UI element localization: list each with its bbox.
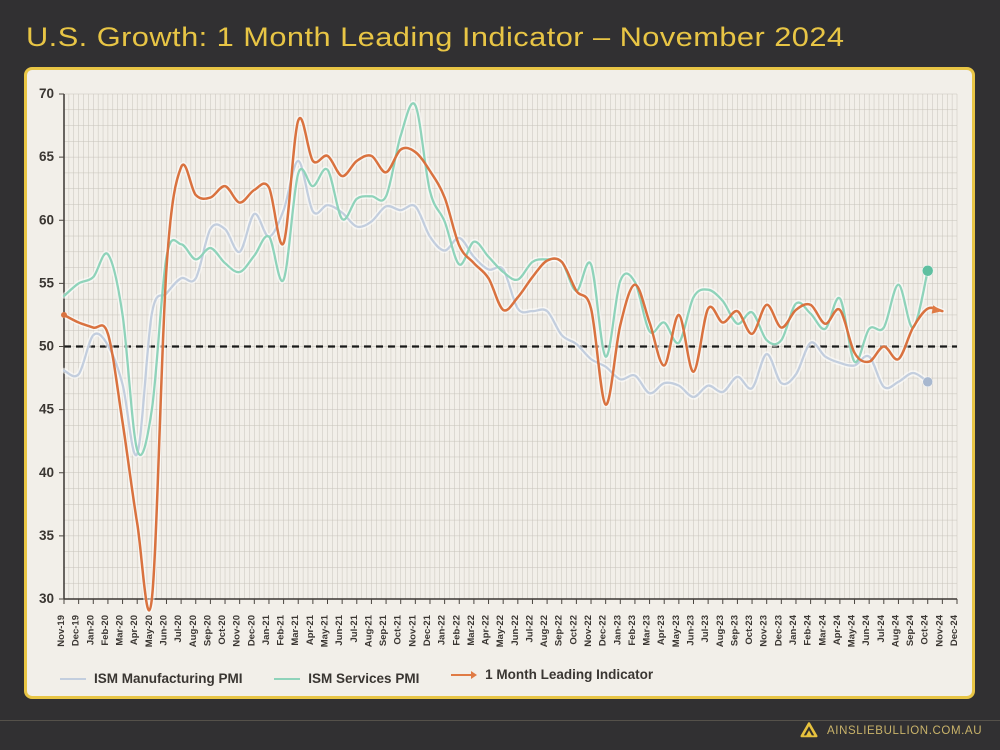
svg-text:Aug-22: Aug-22 (539, 615, 550, 647)
svg-text:Apr-21: Apr-21 (305, 614, 316, 645)
svg-text:Dec-22: Dec-22 (598, 615, 609, 646)
svg-text:Feb-24: Feb-24 (803, 614, 814, 645)
svg-text:Jun-20: Jun-20 (158, 615, 169, 646)
svg-text:40: 40 (39, 465, 54, 480)
svg-text:Jan-20: Jan-20 (85, 615, 96, 645)
svg-text:Mar-20: Mar-20 (115, 615, 126, 646)
svg-text:Oct-22: Oct-22 (568, 615, 579, 645)
svg-text:Mar-21: Mar-21 (290, 614, 301, 645)
svg-text:50: 50 (39, 339, 54, 354)
svg-text:Jun-24: Jun-24 (861, 614, 872, 645)
svg-text:Feb-21: Feb-21 (276, 614, 287, 645)
svg-text:Oct-20: Oct-20 (217, 615, 228, 645)
svg-text:Dec-24: Dec-24 (949, 614, 960, 646)
svg-text:Aug-20: Aug-20 (188, 615, 199, 647)
svg-text:Nov-21: Nov-21 (407, 614, 418, 646)
svg-text:70: 70 (39, 86, 54, 101)
svg-text:45: 45 (39, 402, 55, 417)
svg-text:Oct-23: Oct-23 (744, 615, 755, 645)
svg-text:Jan-24: Jan-24 (788, 614, 799, 645)
svg-text:May-24: May-24 (847, 614, 858, 647)
svg-text:Jul-22: Jul-22 (524, 615, 535, 642)
svg-text:Apr-24: Apr-24 (832, 614, 843, 645)
svg-text:Dec-21: Dec-21 (422, 614, 433, 646)
svg-text:Dec-23: Dec-23 (773, 615, 784, 646)
svg-text:Nov-19: Nov-19 (56, 615, 67, 647)
svg-text:Nov-23: Nov-23 (759, 615, 770, 647)
svg-text:Oct-24: Oct-24 (920, 614, 931, 644)
svg-text:Apr-20: Apr-20 (129, 615, 140, 645)
svg-text:Aug-23: Aug-23 (715, 615, 726, 647)
svg-text:Feb-20: Feb-20 (100, 615, 111, 646)
svg-text:Jan-23: Jan-23 (612, 615, 623, 645)
svg-text:Feb-22: Feb-22 (451, 615, 462, 646)
svg-text:Sep-20: Sep-20 (202, 615, 213, 646)
svg-text:Oct-21: Oct-21 (393, 614, 404, 644)
svg-text:Jul-24: Jul-24 (876, 614, 887, 642)
svg-text:Sep-21: Sep-21 (378, 614, 389, 646)
svg-text:Apr-23: Apr-23 (656, 615, 667, 645)
svg-text:Aug-21: Aug-21 (363, 614, 374, 647)
svg-text:May-20: May-20 (144, 615, 155, 647)
svg-text:30: 30 (39, 591, 54, 606)
svg-text:Nov-22: Nov-22 (583, 615, 594, 647)
svg-text:Mar-23: Mar-23 (642, 615, 653, 646)
svg-text:60: 60 (39, 212, 54, 227)
svg-text:May-22: May-22 (495, 615, 506, 647)
svg-text:Jan-22: Jan-22 (437, 615, 448, 645)
svg-text:Dec-19: Dec-19 (71, 615, 82, 646)
svg-text:Aug-24: Aug-24 (890, 614, 901, 647)
svg-text:Sep-23: Sep-23 (729, 615, 740, 646)
svg-text:Mar-24: Mar-24 (817, 614, 828, 645)
svg-text:Jun-22: Jun-22 (510, 615, 521, 646)
svg-text:Jun-21: Jun-21 (334, 614, 345, 645)
svg-text:May-21: May-21 (320, 614, 331, 647)
svg-text:Jul-20: Jul-20 (173, 615, 184, 642)
svg-text:55: 55 (39, 275, 55, 290)
svg-text:Nov-24: Nov-24 (934, 614, 945, 646)
svg-text:Nov-20: Nov-20 (232, 615, 243, 647)
svg-text:Feb-23: Feb-23 (627, 615, 638, 646)
svg-text:Jul-21: Jul-21 (349, 614, 360, 642)
svg-text:35: 35 (39, 528, 55, 543)
svg-text:Apr-22: Apr-22 (481, 615, 492, 645)
svg-text:Dec-20: Dec-20 (246, 615, 257, 646)
svg-text:Jan-21: Jan-21 (261, 614, 272, 645)
svg-text:65: 65 (39, 149, 55, 164)
svg-text:Sep-22: Sep-22 (554, 615, 565, 646)
svg-text:Mar-22: Mar-22 (466, 615, 477, 646)
svg-text:Sep-24: Sep-24 (905, 614, 916, 646)
svg-text:Jun-23: Jun-23 (685, 615, 696, 646)
svg-text:May-23: May-23 (671, 615, 682, 647)
svg-text:Jul-23: Jul-23 (700, 615, 711, 642)
